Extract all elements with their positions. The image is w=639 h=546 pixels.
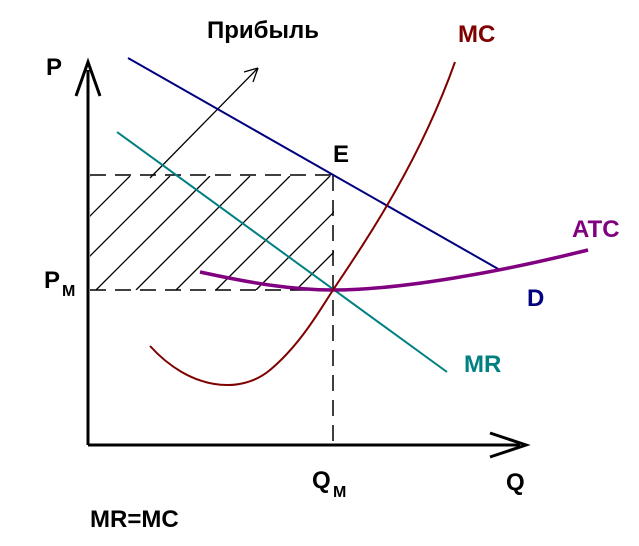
axes <box>74 57 531 459</box>
q-axis-label: Q <box>506 469 525 496</box>
demand-label: D <box>527 285 544 312</box>
demand-curve <box>127 57 501 271</box>
pm-subscript: M <box>62 283 75 300</box>
pm-label: P <box>44 267 60 294</box>
qm-label: Q <box>312 467 331 494</box>
profit-label: Прибыль <box>207 17 319 44</box>
x-axis-arrow-icon <box>489 431 531 459</box>
mc-label: MC <box>458 21 495 48</box>
condition-label: MR=MC <box>90 506 179 533</box>
profit-arrow-icon <box>149 67 259 179</box>
marginal-cost-curve <box>149 61 456 387</box>
y-axis-arrow-icon <box>74 57 102 97</box>
qm-subscript: M <box>333 484 346 501</box>
profit-hatch-area <box>90 176 334 290</box>
average-total-cost-curve <box>199 248 589 292</box>
atc-label: ATC <box>572 216 620 243</box>
mr-label: MR <box>464 351 501 378</box>
marginal-revenue-curve <box>116 131 448 373</box>
dashed-guides <box>90 174 334 445</box>
p-axis-label: P <box>46 54 62 81</box>
equilibrium-label: E <box>333 141 349 168</box>
